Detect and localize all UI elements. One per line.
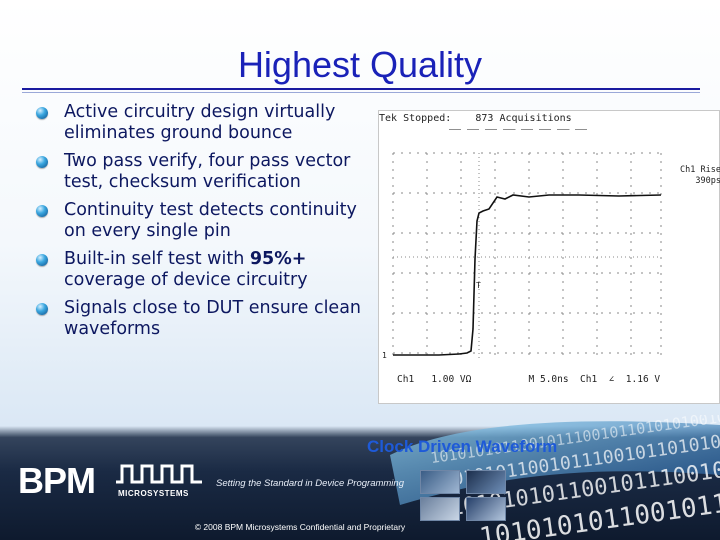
bullet-text: Signals close to DUT ensure clean wavefo… [64,298,362,339]
bullet-item: Two pass verify, four pass vector test, … [36,151,376,193]
copyright: © 2008 BPM Microsystems Confidential and… [194,522,406,532]
title-rule [22,88,700,90]
bullet-item: Continuity test detects continuity on ev… [36,200,376,242]
bullet-item: Built-in self test with 95%+ coverage of… [36,249,376,291]
scope-header: Tek Stopped: 873 Acquisitions [379,113,572,124]
bullet-icon [36,254,48,266]
marker-t: T [476,281,481,290]
bullet-item: Signals close to DUT ensure clean wavefo… [36,298,376,340]
thumbnail-image [466,497,506,521]
thumbnail-image [466,470,506,494]
brand-subtitle: MICROSYSTEMS [118,489,189,498]
thumbnail-image [420,470,460,494]
title-rule-accent [22,92,700,93]
scope-graph: T 1 [382,129,662,361]
scope-status: Stopped: [403,113,452,124]
marker-1: 1 [382,351,387,360]
bullet-bold: 95%+ [249,249,307,269]
tagline: Setting the Standard in Device Programmi… [216,478,404,489]
rise-label: Ch1 Rise [680,165,720,175]
bullet-text: Active circuitry design virtually elimin… [64,102,336,143]
scope-footer: Ch1 1.00 VΩ M 5.0ns Ch1 ∠ 1.16 V [397,374,661,385]
slide-title: Highest Quality [237,44,483,85]
brand-logo: BPM [18,460,96,501]
scope-rise-readout: Ch1 Rise 390ps [661,165,720,187]
bullet-text: Two pass verify, four pass vector test, … [64,151,351,192]
scope-axis-ticks [393,153,661,361]
rise-value: 390ps [695,176,720,186]
thumbnail-image [420,497,460,521]
bullet-icon [36,303,48,315]
waveform-trace [393,194,662,356]
bullet-icon [36,205,48,217]
bullet-list: Active circuitry design virtually elimin… [36,102,376,347]
waveform-caption: Clock Driven Waveform [367,437,558,456]
bullet-text: Built-in self test with [64,249,250,269]
oscilloscope-screenshot: Tek Stopped: 873 Acquisitions [378,110,720,404]
brand-wave-icon [116,464,202,484]
bullet-icon [36,107,48,119]
bullet-icon [36,156,48,168]
bullet-text-tail: coverage of device circuitry [64,270,308,290]
bullet-text: Continuity test detects continuity on ev… [64,200,357,241]
scope-brand: Tek [379,113,398,124]
bullet-item: Active circuitry design virtually elimin… [36,102,376,144]
scope-acquisitions: 873 Acquisitions [475,113,572,124]
